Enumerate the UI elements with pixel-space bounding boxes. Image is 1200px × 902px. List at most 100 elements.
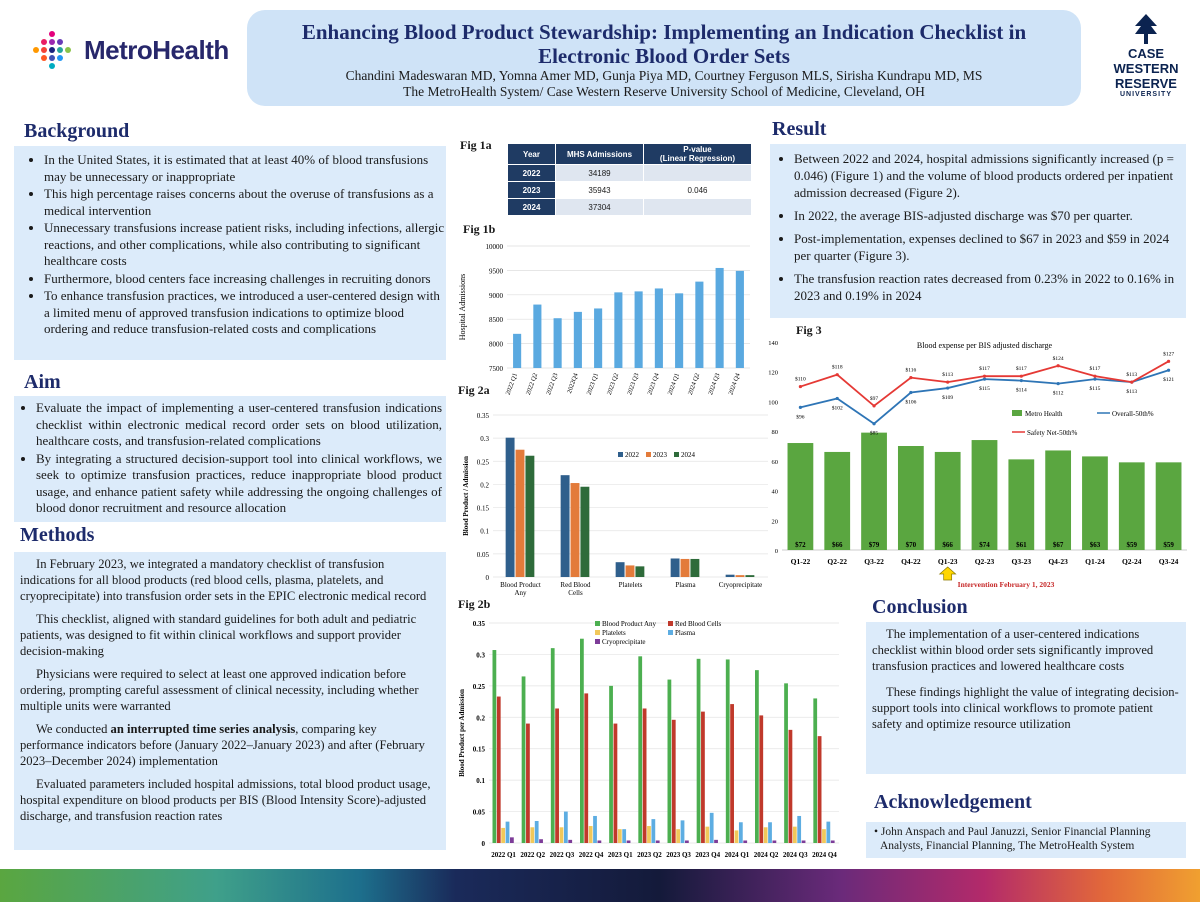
legend-swatch <box>618 452 623 457</box>
x-tick-label: 2024 Q2 <box>754 851 779 859</box>
bar <box>622 829 627 843</box>
x-tick-label: Any <box>514 589 527 597</box>
x-tick-label: 2024 Q3 <box>707 372 721 396</box>
list-item: The transfusion reaction rates decreased… <box>794 270 1180 304</box>
data-label: $114 <box>1016 387 1027 394</box>
bar <box>822 829 826 843</box>
pvalue-line1: P-value <box>683 145 712 154</box>
data-label: $66 <box>832 541 843 549</box>
data-label: $118 <box>832 364 843 371</box>
data-point <box>1019 379 1023 383</box>
x-tick-label: 2022 Q3 <box>545 372 559 396</box>
y-tick-label: 60 <box>772 459 779 466</box>
bar <box>647 826 651 843</box>
x-tick-label: Q2-24 <box>1122 557 1142 566</box>
table-header-row: Year MHS Admissions P-value (Linear Regre… <box>507 143 752 165</box>
bar <box>755 670 759 843</box>
bar <box>501 827 506 843</box>
x-tick-label: Q1-23 <box>938 557 958 566</box>
data-point <box>982 374 987 378</box>
bar <box>515 449 525 577</box>
bar <box>1118 462 1145 550</box>
bar <box>638 656 643 843</box>
legend-label: Safety Net-50th% <box>1027 429 1078 437</box>
data-label: $72 <box>795 541 806 549</box>
table-cell-year: 2024 <box>507 198 556 216</box>
authors: Chandini Madeswaran MD, Yomna Amer MD, G… <box>345 68 983 83</box>
y-tick-label: 0.15 <box>473 746 486 754</box>
x-tick-label: Q3-24 <box>1159 557 1179 566</box>
legend-label: Platelets <box>602 629 626 637</box>
table-cell-pvalue <box>643 198 752 216</box>
bar <box>735 270 744 368</box>
fig2a-chart: 0 0.05 0.1 0.15 0.2 0.25 0.3 0.35 Blood Product … <box>462 412 768 597</box>
x-tick-label: 2023 Q3 <box>626 372 640 396</box>
legend-swatch <box>668 630 673 635</box>
bar <box>626 840 631 843</box>
y-tick-label: 9000 <box>489 292 504 300</box>
acknowledgement-heading: Acknowledgement <box>874 791 1032 813</box>
y-tick-label: 0.3 <box>480 435 489 443</box>
x-tick-label: Q2-22 <box>827 557 847 566</box>
bar <box>830 840 835 843</box>
table-row: 2024 37304 <box>507 198 752 216</box>
y-tick-label: 8500 <box>489 316 504 324</box>
y-tick-label: 0.35 <box>477 412 490 420</box>
list-item: By integrating a structured decision-sup… <box>36 451 442 517</box>
aim-list: Evaluate the impact of implementing a us… <box>14 400 446 517</box>
x-tick-label: 2023 Q4 <box>646 372 661 396</box>
bar <box>801 840 806 843</box>
bar <box>701 711 705 843</box>
bar <box>550 648 555 843</box>
y-tick-label: 140 <box>768 340 778 347</box>
bar <box>555 708 559 843</box>
data-label: $66 <box>942 541 953 549</box>
bar <box>615 562 625 577</box>
table-cell-year: 2022 <box>507 164 556 182</box>
bar <box>655 840 660 843</box>
conclusion-heading: Conclusion <box>872 596 968 618</box>
bar <box>609 685 613 843</box>
x-tick-label: Q2-23 <box>975 557 995 566</box>
bar <box>743 840 748 843</box>
result-list: Between 2022 and 2024, hospital admissio… <box>770 150 1186 304</box>
bar <box>588 826 593 843</box>
y-tick-label: 0.15 <box>477 505 490 513</box>
list-item: Furthermore, blood centers face increasi… <box>44 271 446 288</box>
bar <box>696 658 701 843</box>
cwru-word-case: CASE <box>1127 46 1165 61</box>
x-tick-label: 2022 Q3 <box>550 851 575 859</box>
bar <box>496 696 501 843</box>
data-point <box>982 377 987 381</box>
data-label: $109 <box>942 394 953 401</box>
x-tick-label: 2024 Q1 <box>725 851 750 859</box>
x-tick-label: 2023 Q4 <box>695 851 720 859</box>
poster-title-line1: Enhancing Blood Product Stewardship: Imp… <box>301 20 1027 44</box>
data-label: $117 <box>1090 365 1101 372</box>
y-tick-label: 20 <box>772 518 779 525</box>
x-tick-label: 2022 Q4 <box>579 851 604 859</box>
poster-title-box: Enhancing Blood Product Stewardship: Imp… <box>247 10 1081 106</box>
bar <box>824 451 851 550</box>
data-label: $124 <box>1053 355 1064 362</box>
x-tick-label: 2023 Q2 <box>606 372 620 396</box>
fig1b-chart: 7500 8000 8500 9000 9500 10000 Hospital Admiss… <box>458 243 750 396</box>
bar <box>690 558 700 577</box>
table-cell-admissions: 37304 <box>555 198 644 216</box>
bar <box>730 704 734 843</box>
data-point <box>798 405 803 409</box>
bar <box>745 575 755 577</box>
data-point <box>835 396 839 401</box>
data-label: $113 <box>1126 388 1137 395</box>
bar <box>714 839 718 843</box>
intervention-arrow-icon <box>938 566 957 581</box>
x-tick-label: Cryoprecipitate <box>719 581 763 589</box>
fig2b-chart: 0 0.05 0.1 0.15 0.2 0.25 0.3 0.35 Blood Product … <box>458 620 839 859</box>
table-header-admissions: MHS Admissions <box>555 143 644 165</box>
legend-label: Plasma <box>675 629 696 637</box>
x-tick-label: 2024 Q2 <box>687 372 701 396</box>
intervention-annotation: Intervention February 1, 2023 <box>958 580 1055 589</box>
list-item: Evaluate the impact of implementing a us… <box>36 400 442 450</box>
data-label: $61 <box>1016 541 1027 549</box>
table-row: 2023 35943 0.046 <box>507 181 752 199</box>
